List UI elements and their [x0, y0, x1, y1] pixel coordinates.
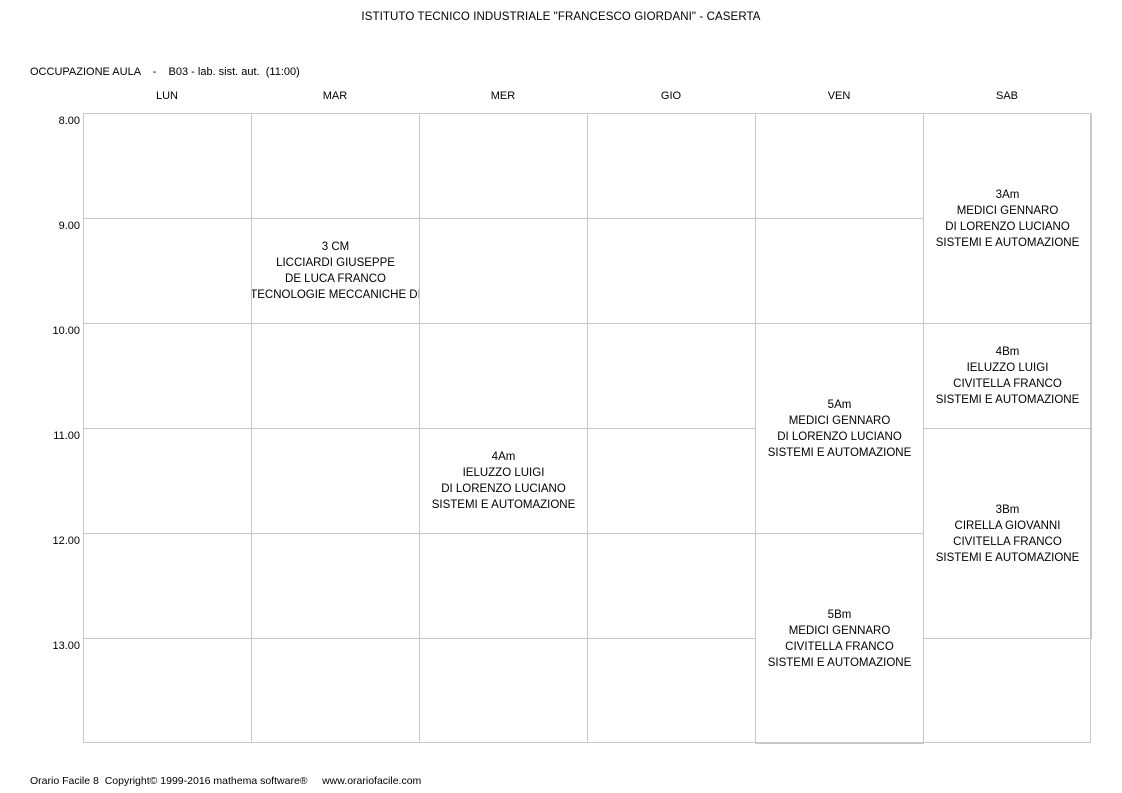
lesson-subject: TECNOLOGIE MECCANICHE DI — [251, 289, 420, 301]
lesson-teacher-2: CIVITELLA FRANCO — [785, 640, 894, 653]
day-header-sab: SAB — [995, 90, 1018, 102]
lesson-teacher-2: CIVITELLA FRANCO — [953, 535, 1062, 548]
lesson-teacher-1: IELUZZO LUIGI — [462, 467, 545, 479]
timetable-cell — [83, 218, 251, 323]
footer-copyright: Orario Facile 8 Copyright© 1999-2016 mat… — [30, 775, 422, 787]
lesson-block[interactable]: 5Am MEDICI GENNARO DI LORENZO LUCIANO SISTE… — [755, 323, 924, 534]
timetable-cell — [251, 638, 419, 743]
time-label: 8.00 — [58, 115, 80, 127]
time-label: 11.00 — [53, 430, 80, 442]
timetable-cell — [83, 533, 251, 638]
lesson-class: 5Bm — [827, 608, 852, 621]
lesson-class: 3Am — [995, 188, 1020, 201]
timetable-cell — [419, 638, 587, 743]
lesson-block[interactable]: 4Bm IELUZZO LUIGI CIVITELLA FRANCO SISTEMI … — [923, 323, 1092, 429]
timetable-cell — [83, 638, 251, 743]
lesson-teacher-1: MEDICI GENNARO — [788, 414, 891, 427]
lesson-class: 5Am — [827, 398, 852, 411]
timetable-cell — [587, 113, 755, 218]
lesson-subject: SISTEMI E AUTOMAZIONE — [431, 499, 576, 511]
timetable-cell — [587, 428, 755, 533]
timetable-cell — [83, 113, 251, 218]
lesson-teacher-1: IELUZZO LUIGI — [966, 362, 1049, 374]
timetable-cell — [587, 323, 755, 428]
lesson-subject: SISTEMI E AUTOMAZIONE — [935, 551, 1080, 564]
room-occupancy-header: OCCUPAZIONE AULA - B03 - lab. sist. aut.… — [30, 66, 300, 78]
timetable-cell — [419, 218, 587, 323]
lesson-teacher-2: CIVITELLA FRANCO — [953, 378, 1062, 390]
day-header-lun: LUN — [155, 90, 178, 102]
lesson-class: 3Bm — [995, 503, 1020, 516]
timetable-cell — [419, 323, 587, 428]
lesson-subject: SISTEMI E AUTOMAZIONE — [767, 446, 912, 459]
lesson-class: 4Am — [491, 451, 516, 463]
time-label: 13.00 — [52, 640, 80, 652]
page-title: ISTITUTO TECNICO INDUSTRIALE "FRANCESCO … — [361, 11, 761, 23]
timetable-cell — [419, 533, 587, 638]
timetable-cell — [251, 428, 419, 533]
lesson-block[interactable]: 3 CM LICCIARDI GIUSEPPE DE LUCA FRANCO TECN… — [251, 218, 420, 324]
day-header-mar: MAR — [322, 90, 348, 102]
timetable-grid: 3 CM LICCIARDI GIUSEPPE DE LUCA FRANCO TECN… — [83, 113, 1092, 744]
lesson-teacher-2: DI LORENZO LUCIANO — [441, 483, 566, 495]
lesson-block[interactable]: 4Am IELUZZO LUIGI DI LORENZO LUCIANO SISTEM… — [419, 428, 588, 534]
lesson-class: 3 CM — [321, 241, 350, 253]
lesson-teacher-1: MEDICI GENNARO — [788, 624, 891, 637]
timetable-cell — [587, 218, 755, 323]
day-header-ven: VEN — [827, 90, 851, 102]
lesson-teacher-2: DI LORENZO LUCIANO — [777, 430, 902, 443]
lesson-teacher-1: MEDICI GENNARO — [956, 204, 1059, 217]
timetable-cell — [587, 638, 755, 743]
lesson-subject: SISTEMI E AUTOMAZIONE — [935, 236, 1080, 249]
lesson-block[interactable]: 3Am MEDICI GENNARO DI LORENZO LUCIANO SISTE… — [923, 113, 1092, 324]
timetable-cell — [587, 533, 755, 638]
day-header-mer: MER — [490, 90, 516, 102]
lesson-teacher-1: CIRELLA GIOVANNI — [954, 519, 1061, 532]
lesson-subject: SISTEMI E AUTOMAZIONE — [935, 394, 1080, 406]
timetable-cell — [251, 113, 419, 218]
lesson-class: 4Bm — [995, 346, 1020, 358]
day-header-gio: GIO — [660, 90, 682, 102]
timetable-cell — [83, 323, 251, 428]
timetable-cell — [251, 323, 419, 428]
lesson-teacher-1: LICCIARDI GIUSEPPE — [276, 257, 395, 269]
timetable-cell — [923, 638, 1091, 743]
timetable-cell — [419, 113, 587, 218]
time-label: 10.00 — [52, 325, 80, 337]
timetable-cell — [251, 533, 419, 638]
timetable-cell — [755, 113, 923, 218]
timetable-cell — [83, 428, 251, 533]
timetable-cell — [755, 218, 923, 323]
lesson-block[interactable]: 3Bm CIRELLA GIOVANNI CIVITELLA FRANCO SISTE… — [923, 428, 1092, 639]
lesson-subject: SISTEMI E AUTOMAZIONE — [767, 656, 912, 669]
time-label: 12.00 — [52, 535, 80, 547]
lesson-block[interactable]: 5Bm MEDICI GENNARO CIVITELLA FRANCO SISTEMI… — [755, 533, 924, 744]
time-label: 9.00 — [58, 220, 80, 232]
lesson-teacher-2: DI LORENZO LUCIANO — [945, 220, 1070, 233]
lesson-teacher-2: DE LUCA FRANCO — [285, 273, 386, 285]
